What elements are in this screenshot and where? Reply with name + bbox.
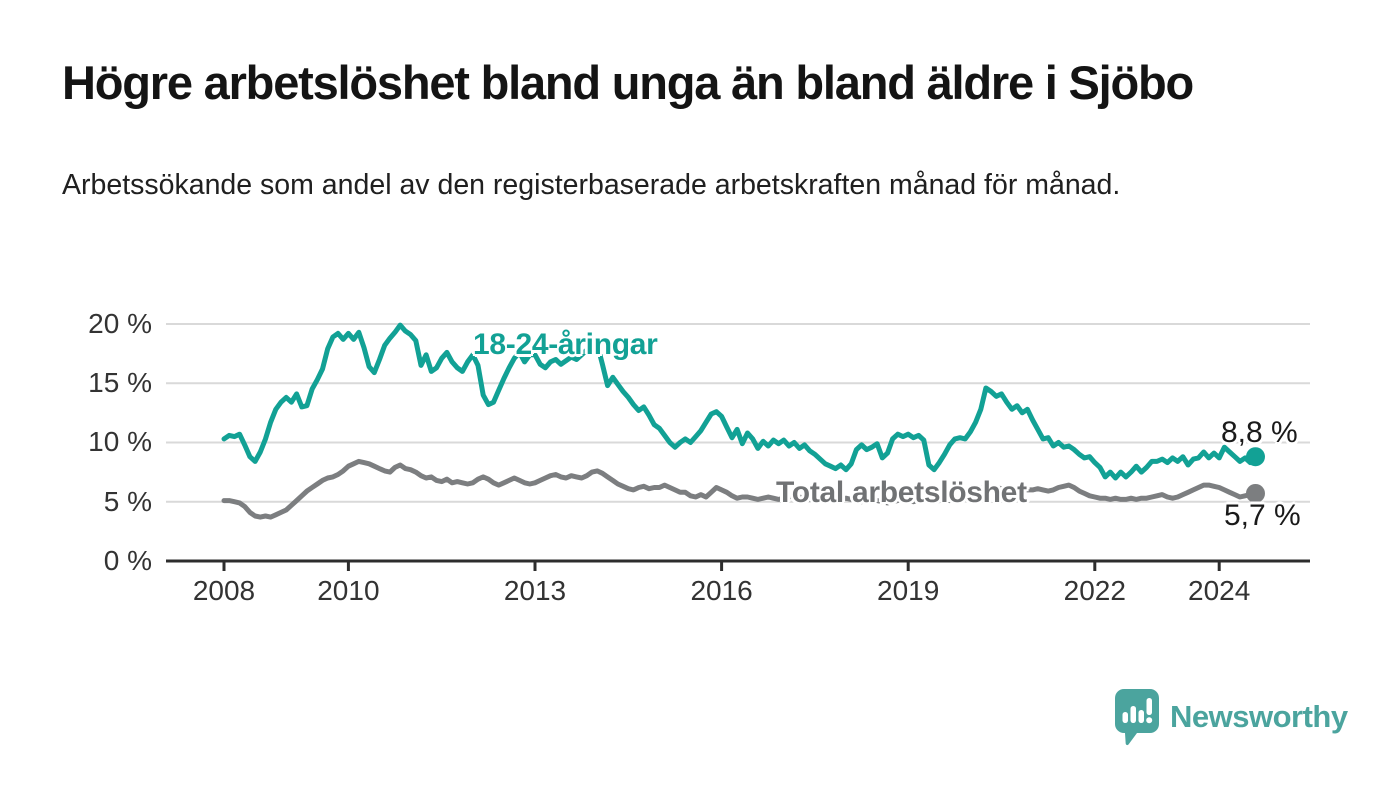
- series-end-dot-young: [1245, 447, 1265, 467]
- series-end-dots: [1245, 447, 1265, 503]
- end-value-label-total: 5,7 %: [1224, 499, 1301, 532]
- line-chart: [166, 322, 1310, 571]
- y-tick-label: 5 %: [103, 485, 152, 517]
- series-label-total: Total arbetslöshet: [776, 476, 1027, 509]
- y-tick-label: 15 %: [88, 367, 152, 399]
- x-tick-label: 2008: [192, 575, 256, 606]
- y-tick-label: 0 %: [103, 545, 152, 576]
- x-tick-label: 2016: [690, 575, 753, 606]
- series-label-18-24: 18-24-åringar: [473, 328, 658, 361]
- series-lines: [221, 322, 1258, 520]
- series-line-young: [221, 322, 1258, 481]
- grid-lines: [166, 322, 1310, 503]
- y-tick-label: 20 %: [88, 307, 152, 339]
- x-tick-label: 2022: [1063, 575, 1126, 606]
- x-tick-label: 2010: [317, 575, 380, 606]
- page-title: Högre arbetslöshet bland unga än bland ä…: [62, 56, 1194, 109]
- series-end-dot-total: [1245, 483, 1265, 503]
- x-tick-label: 2019: [877, 575, 940, 606]
- series-line-total: [221, 458, 1258, 520]
- x-tick-label: 2024: [1188, 575, 1251, 606]
- newsworthy-logo: Newsworthy: [1114, 688, 1348, 746]
- brand-wordmark: Newsworthy: [1170, 699, 1348, 734]
- bar-chart-speech-bubble-icon: [1115, 689, 1159, 746]
- x-axis: [166, 559, 1310, 571]
- end-value-label-18-24: 8,8 %: [1221, 416, 1298, 449]
- x-tick-label: 2013: [503, 575, 567, 606]
- y-tick-label: 10 %: [88, 426, 152, 458]
- chart-subtitle: Arbetssökande som andel av den registerb…: [62, 169, 1121, 201]
